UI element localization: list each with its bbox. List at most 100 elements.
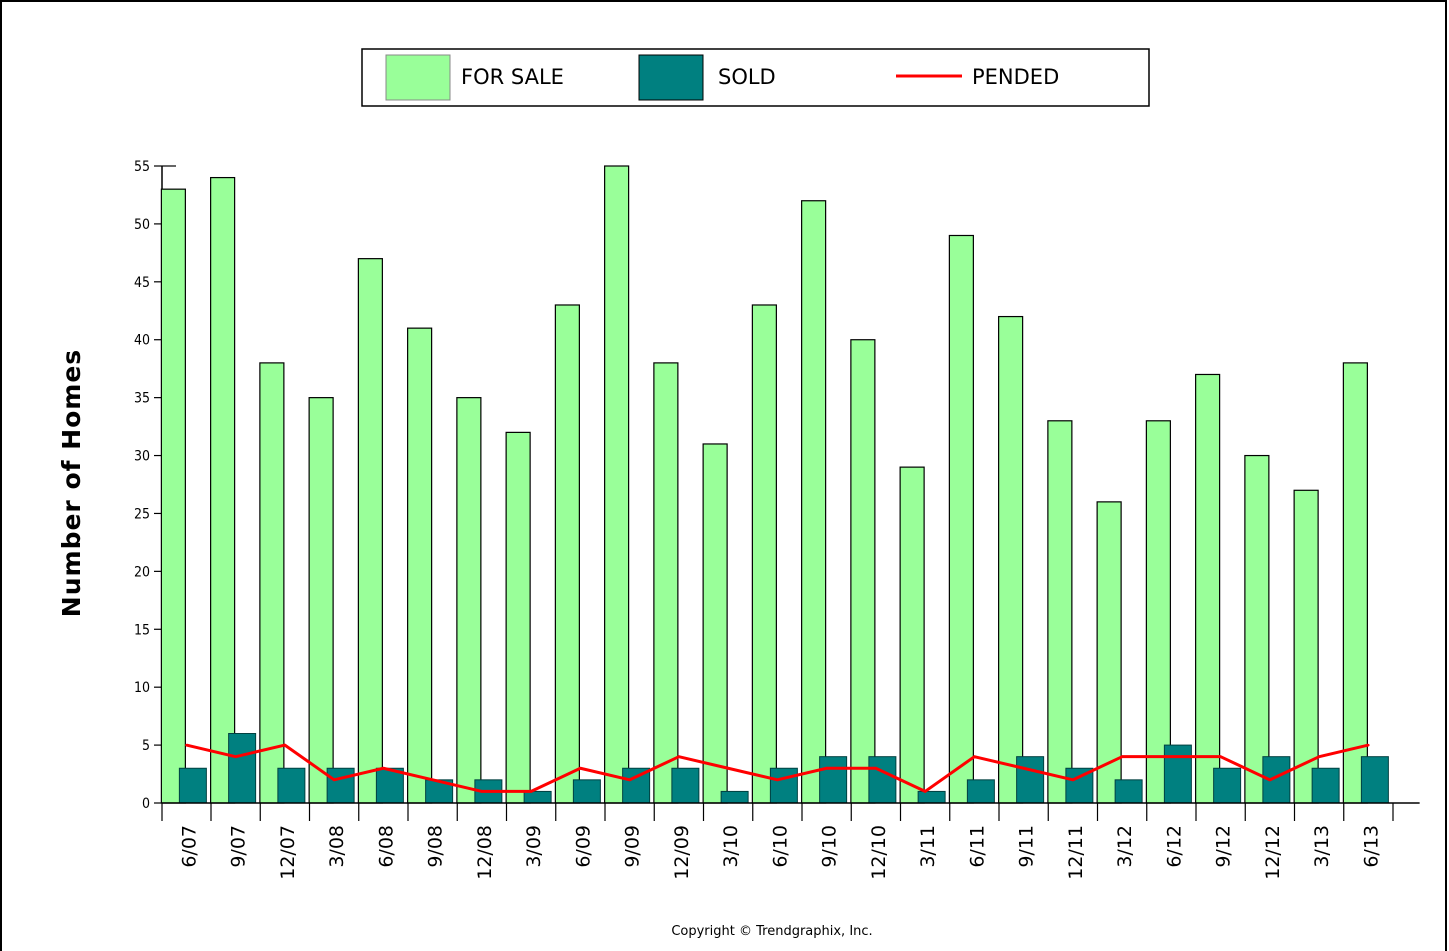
x-tick-label: 6/10 bbox=[769, 825, 791, 868]
bars-sold bbox=[178, 733, 1389, 804]
bar-for-sale bbox=[1145, 420, 1171, 804]
bar-for-sale bbox=[653, 362, 679, 804]
x-tick-label: 12/07 bbox=[277, 825, 299, 880]
bar-sold bbox=[523, 790, 552, 804]
bar-sold bbox=[1016, 756, 1045, 804]
x-tick-label: 12/12 bbox=[1262, 825, 1284, 880]
bar-for-sale bbox=[1096, 501, 1122, 804]
pended-point bbox=[825, 767, 828, 770]
bar-for-sale bbox=[801, 200, 827, 804]
bar-for-sale bbox=[160, 188, 186, 804]
bar-for-sale bbox=[357, 258, 383, 804]
x-tick-label: 9/07 bbox=[228, 825, 250, 868]
legend: FOR SALE SOLD PENDED bbox=[361, 48, 1150, 107]
x-tick-label: 6/12 bbox=[1163, 825, 1185, 868]
pended-point bbox=[776, 778, 779, 782]
legend-swatch-sold bbox=[638, 54, 704, 101]
line-pended bbox=[185, 743, 1370, 793]
bar-for-sale bbox=[456, 397, 482, 804]
x-tick-label: 9/11 bbox=[1016, 825, 1038, 868]
pended-point bbox=[332, 778, 336, 782]
pended-point bbox=[283, 743, 287, 747]
x-tick-label: 6/11 bbox=[966, 825, 988, 868]
y-tick-label: 55 bbox=[134, 159, 150, 175]
pended-point bbox=[382, 767, 385, 770]
bar-for-sale bbox=[1047, 420, 1073, 804]
legend-label-pended: PENDED bbox=[972, 65, 1059, 89]
bar-for-sale bbox=[604, 165, 630, 804]
copyright-text: Copyright © Trendgraphix, Inc. bbox=[671, 924, 872, 939]
pended-point bbox=[1170, 755, 1173, 758]
pended-point bbox=[1268, 778, 1272, 782]
bar-sold bbox=[228, 733, 257, 804]
x-tick-label: 3/11 bbox=[917, 825, 939, 868]
bar-for-sale bbox=[998, 315, 1024, 804]
x-tick-label: 3/10 bbox=[720, 825, 742, 868]
x-tick-label: 3/12 bbox=[1114, 825, 1136, 868]
bar-sold bbox=[326, 767, 355, 804]
pended-point bbox=[677, 755, 681, 758]
pended-point bbox=[874, 767, 878, 770]
y-tick-label: 40 bbox=[134, 333, 150, 349]
bar-sold bbox=[178, 767, 207, 804]
bar-sold bbox=[375, 767, 404, 804]
pended-point bbox=[1317, 755, 1321, 758]
x-tick-label: 6/07 bbox=[178, 825, 200, 868]
x-tick-label: 6/09 bbox=[572, 825, 594, 868]
bar-for-sale bbox=[850, 339, 876, 804]
bar-for-sale bbox=[1195, 373, 1221, 804]
bar-sold bbox=[1163, 744, 1192, 804]
bar-sold bbox=[572, 779, 601, 804]
x-tick-label: 9/08 bbox=[425, 825, 447, 868]
x-tick-label: 6/13 bbox=[1360, 825, 1382, 868]
pended-point bbox=[480, 790, 484, 793]
pended-point bbox=[973, 755, 976, 758]
pended-point bbox=[1022, 767, 1025, 770]
legend-label-sold: SOLD bbox=[718, 65, 776, 89]
bar-for-sale bbox=[948, 234, 974, 804]
bar-sold bbox=[868, 756, 897, 804]
x-tick-label: 9/09 bbox=[622, 825, 644, 868]
bar-for-sale bbox=[1244, 454, 1270, 804]
bar-for-sale bbox=[702, 443, 728, 804]
x-axis: 6/07 9/07 12/07 3/08 6/08 9/08 12/08 3/09 6/09 9/… bbox=[161, 802, 1420, 880]
pended-point bbox=[431, 778, 434, 782]
y-tick-label: 5 bbox=[142, 738, 150, 754]
legend-label-for-sale: FOR SALE bbox=[461, 65, 564, 89]
bar-for-sale bbox=[407, 327, 433, 804]
y-tick-label: 15 bbox=[134, 622, 150, 638]
x-tick-label: 12/10 bbox=[868, 825, 890, 880]
y-tick-label: 20 bbox=[134, 564, 150, 580]
bar-sold bbox=[1114, 779, 1143, 804]
pended-point bbox=[1219, 755, 1222, 758]
y-tick-label: 25 bbox=[134, 506, 150, 522]
bar-for-sale bbox=[210, 176, 236, 804]
bar-for-sale bbox=[1293, 489, 1319, 804]
pended-point bbox=[234, 755, 237, 758]
x-tick-label: 12/08 bbox=[474, 825, 496, 880]
x-tick-label: 9/12 bbox=[1213, 825, 1235, 868]
bar-for-sale bbox=[1342, 362, 1368, 804]
y-tick-label: 50 bbox=[134, 217, 150, 233]
bar-sold bbox=[277, 767, 306, 804]
pended-point bbox=[1367, 743, 1370, 747]
y-tick-label: 0 bbox=[142, 796, 150, 812]
pended-point bbox=[579, 767, 582, 770]
x-tick-label: 3/13 bbox=[1311, 825, 1333, 868]
pended-point bbox=[185, 743, 188, 747]
bar-for-sale bbox=[308, 397, 334, 804]
bar-for-sale bbox=[751, 304, 777, 804]
y-tick-label: 30 bbox=[134, 449, 150, 465]
bar-sold bbox=[966, 779, 995, 804]
bar-for-sale bbox=[554, 304, 580, 804]
bar-sold bbox=[671, 767, 700, 804]
bar-sold bbox=[1311, 767, 1340, 804]
pended-point bbox=[1071, 778, 1075, 782]
pended-point bbox=[923, 790, 927, 793]
bar-sold bbox=[819, 756, 848, 804]
bar-sold bbox=[917, 790, 946, 804]
y-axis-label: Number of Homes bbox=[57, 349, 86, 617]
y-tick-label: 10 bbox=[134, 680, 150, 696]
